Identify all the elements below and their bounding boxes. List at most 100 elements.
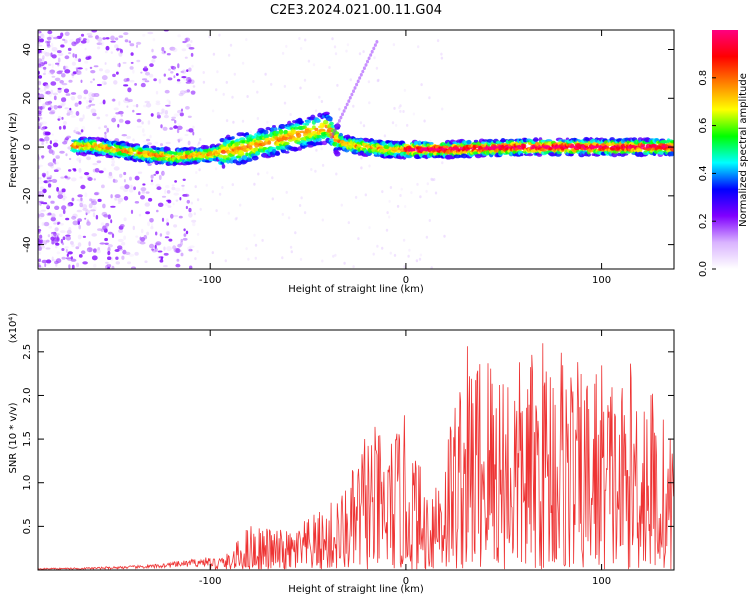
y-tick-label: -20 bbox=[22, 188, 33, 204]
heatmap-cell bbox=[151, 59, 156, 63]
heatmap-cell bbox=[85, 154, 90, 160]
heatmap-cell bbox=[120, 114, 124, 117]
heatmap-cell bbox=[196, 232, 200, 236]
heatmap-cell bbox=[57, 194, 64, 200]
heatmap-cell bbox=[117, 63, 121, 68]
heatmap-cell bbox=[443, 234, 446, 238]
heatmap-cell bbox=[48, 179, 53, 182]
heatmap-cell bbox=[46, 213, 50, 216]
heatmap-cell bbox=[152, 38, 156, 42]
heatmap-cell bbox=[45, 90, 51, 95]
heatmap-cell bbox=[96, 160, 102, 164]
heatmap-cell bbox=[74, 53, 78, 59]
heatmap-cell bbox=[96, 83, 102, 87]
heatmap-cell bbox=[318, 95, 321, 99]
heatmap-cell bbox=[64, 175, 68, 179]
heatmap-cell bbox=[66, 112, 71, 116]
heatmap-cell bbox=[192, 125, 195, 129]
heatmap-cell bbox=[335, 172, 338, 176]
heatmap-cell bbox=[323, 119, 329, 125]
heatmap-cell bbox=[151, 55, 157, 59]
heatmap-cell bbox=[366, 59, 369, 64]
heatmap-cell bbox=[270, 126, 278, 132]
heatmap-cell bbox=[180, 252, 184, 257]
heatmap-cell bbox=[166, 53, 171, 56]
heatmap-cell bbox=[466, 139, 472, 145]
heatmap-cell bbox=[135, 104, 139, 108]
heatmap-cell bbox=[232, 120, 235, 124]
heatmap-cell bbox=[358, 52, 362, 56]
heatmap-cell bbox=[126, 135, 131, 139]
heatmap-cell bbox=[144, 202, 150, 207]
heatmap-cell bbox=[376, 79, 379, 83]
heatmap-cell bbox=[38, 228, 42, 232]
heatmap-cell bbox=[406, 123, 409, 127]
heatmap-cell bbox=[51, 47, 58, 52]
heatmap-cell bbox=[163, 146, 171, 152]
snr-y-multiplier: (x10⁴) bbox=[8, 313, 19, 344]
heatmap-cell bbox=[194, 185, 197, 189]
y-tick-label: 40 bbox=[22, 43, 33, 56]
heatmap-cell bbox=[362, 66, 366, 70]
heatmap-cell bbox=[43, 61, 48, 65]
heatmap-cell bbox=[80, 33, 85, 37]
heatmap-cell bbox=[169, 127, 173, 130]
heatmap-cell bbox=[163, 265, 168, 268]
heatmap-cell bbox=[102, 37, 106, 40]
colorbar-ticks: 0.0 0.2 0.4 0.6 0.8 bbox=[698, 70, 716, 277]
snr-frame bbox=[37, 329, 675, 571]
heatmap-cell bbox=[334, 52, 338, 56]
heatmap-cell bbox=[440, 56, 444, 60]
heatmap-cell bbox=[157, 202, 164, 207]
heatmap-cell bbox=[119, 49, 123, 54]
heatmap-cell bbox=[140, 237, 145, 242]
heatmap-cell bbox=[144, 260, 148, 264]
heatmap-cell bbox=[299, 130, 305, 134]
heatmap-cell bbox=[173, 113, 179, 117]
heatmap-cell bbox=[38, 107, 41, 110]
heatmap-cell bbox=[71, 177, 77, 182]
heatmap-cell bbox=[45, 259, 52, 264]
heatmap-cell bbox=[111, 160, 116, 164]
heatmap-cell bbox=[115, 261, 121, 265]
heatmap-cell bbox=[65, 93, 71, 96]
heatmap-cell bbox=[134, 251, 139, 256]
heatmap-cell bbox=[95, 214, 99, 220]
heatmap-cell bbox=[102, 99, 106, 105]
heatmap-cell bbox=[61, 82, 68, 86]
heatmap-cell bbox=[80, 197, 83, 202]
heatmap-cell bbox=[47, 183, 52, 188]
heatmap-cell bbox=[196, 250, 199, 253]
heatmap-cell bbox=[160, 257, 164, 260]
heatmap-cell bbox=[117, 238, 124, 243]
heatmap-cell bbox=[53, 231, 57, 237]
heatmap-cell bbox=[172, 202, 175, 206]
heatmap-cell bbox=[373, 56, 376, 60]
heatmap-cell bbox=[92, 78, 96, 81]
heatmap-cell bbox=[391, 121, 395, 125]
heatmap-cell bbox=[74, 102, 79, 107]
heatmap-cell bbox=[155, 100, 161, 103]
heatmap-cell bbox=[78, 254, 83, 258]
heatmap-cell bbox=[353, 86, 357, 90]
heatmap-cell bbox=[140, 187, 147, 192]
heatmap-cell bbox=[61, 86, 65, 90]
heatmap-cell bbox=[43, 86, 47, 91]
heatmap-cell bbox=[132, 109, 135, 113]
heatmap-cell bbox=[38, 122, 44, 126]
heatmap-cell bbox=[42, 55, 45, 60]
heatmap-cell bbox=[61, 248, 65, 251]
heatmap-cell bbox=[186, 69, 189, 72]
heatmap-cell bbox=[38, 200, 44, 203]
heatmap-cell bbox=[83, 96, 87, 100]
heatmap-cell bbox=[304, 38, 307, 42]
heatmap-cell bbox=[140, 228, 144, 234]
heatmap-cell bbox=[570, 144, 575, 149]
heatmap-cell bbox=[95, 35, 99, 40]
heatmap-cell bbox=[166, 190, 171, 194]
heatmap-cell bbox=[78, 100, 82, 105]
heatmap-cell bbox=[150, 113, 154, 117]
heatmap-cell bbox=[49, 69, 55, 74]
heatmap-cell bbox=[669, 151, 674, 156]
heatmap-cell bbox=[46, 205, 50, 210]
